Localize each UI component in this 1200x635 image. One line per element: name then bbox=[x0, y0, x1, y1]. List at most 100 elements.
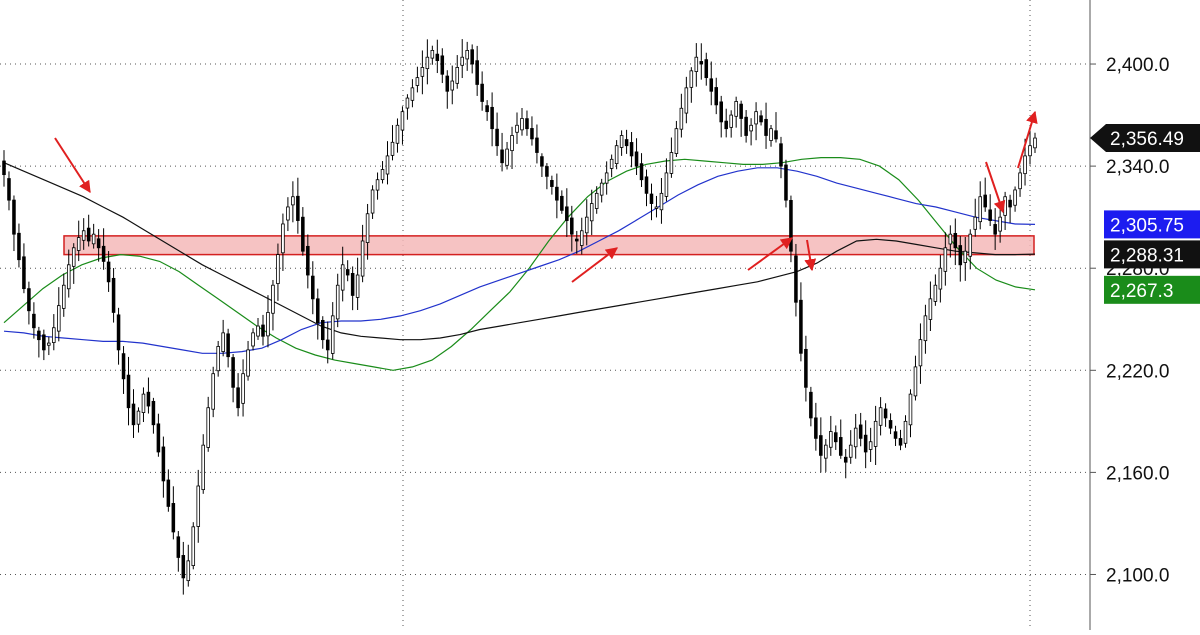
candle bbox=[883, 403, 888, 427]
candle bbox=[191, 522, 196, 570]
candle-body bbox=[639, 163, 644, 181]
candle-body bbox=[86, 227, 91, 242]
candle bbox=[918, 323, 923, 384]
candle bbox=[799, 282, 803, 362]
candle-body bbox=[948, 233, 953, 245]
candle-body bbox=[57, 305, 61, 332]
candle-body bbox=[355, 274, 360, 298]
candle bbox=[365, 203, 370, 260]
candle bbox=[261, 314, 265, 346]
candle-body bbox=[440, 55, 445, 75]
candle bbox=[156, 413, 161, 457]
candle-body bbox=[216, 346, 220, 372]
candle bbox=[639, 153, 644, 187]
candle-body bbox=[898, 438, 903, 446]
candle-body bbox=[470, 49, 474, 65]
candle bbox=[644, 169, 649, 207]
candle-body bbox=[81, 230, 86, 241]
candle-body bbox=[17, 232, 21, 261]
candle-body bbox=[978, 196, 982, 223]
candle-body bbox=[460, 56, 464, 66]
annotation-arrows bbox=[54, 110, 1038, 283]
candle bbox=[246, 340, 250, 381]
candle-body bbox=[918, 339, 923, 367]
annotation-arrow bbox=[747, 237, 793, 271]
candle-body bbox=[156, 423, 161, 453]
candle bbox=[545, 163, 549, 190]
candle bbox=[550, 175, 554, 195]
candle bbox=[794, 243, 798, 317]
candle bbox=[699, 43, 704, 80]
candle-body bbox=[624, 139, 629, 147]
candle bbox=[141, 387, 146, 423]
candle bbox=[943, 232, 948, 286]
candle bbox=[2, 150, 6, 187]
candle bbox=[32, 302, 36, 339]
candle-body bbox=[799, 299, 803, 354]
candle-body bbox=[724, 120, 728, 130]
candle bbox=[868, 427, 873, 462]
candle-body bbox=[141, 393, 146, 413]
candle-body bbox=[913, 366, 918, 397]
candle-body bbox=[430, 50, 435, 59]
moving-average-line bbox=[3, 162, 1036, 341]
candle bbox=[704, 52, 709, 86]
candle-body bbox=[126, 374, 131, 409]
candle bbox=[410, 79, 415, 108]
candle-body bbox=[769, 128, 773, 141]
candle bbox=[286, 197, 290, 232]
candle-body bbox=[505, 148, 509, 166]
candle bbox=[963, 236, 968, 281]
candle-body bbox=[520, 118, 524, 131]
candle-body bbox=[251, 332, 255, 347]
candle bbox=[759, 110, 763, 126]
candle bbox=[525, 110, 529, 136]
candle bbox=[470, 44, 474, 74]
candle-body bbox=[679, 107, 684, 130]
candle bbox=[1028, 130, 1032, 165]
candle bbox=[375, 172, 380, 200]
candle-body bbox=[584, 216, 589, 234]
candle bbox=[570, 205, 574, 252]
candle bbox=[231, 354, 235, 403]
candle bbox=[485, 100, 489, 121]
candle bbox=[993, 208, 997, 250]
candle-body bbox=[151, 400, 156, 426]
price-label-bg bbox=[1104, 240, 1200, 269]
candle bbox=[659, 177, 664, 224]
candle-body bbox=[32, 313, 36, 329]
candle bbox=[1018, 167, 1022, 197]
candle-body bbox=[908, 393, 913, 426]
candle-body bbox=[261, 324, 265, 337]
candle-body bbox=[375, 179, 380, 191]
candle bbox=[819, 417, 823, 473]
candle-body bbox=[106, 261, 111, 283]
candle-body bbox=[360, 240, 365, 277]
candle-body bbox=[171, 503, 176, 533]
candle bbox=[749, 118, 753, 146]
candle bbox=[824, 439, 828, 472]
candle-body bbox=[370, 189, 375, 214]
candle bbox=[380, 161, 385, 184]
candle bbox=[355, 257, 360, 310]
candle-body bbox=[694, 56, 699, 72]
y-tick-label: 2,400.0 bbox=[1106, 55, 1169, 76]
candle bbox=[779, 136, 783, 179]
candle bbox=[42, 329, 46, 361]
candle-body bbox=[589, 203, 594, 222]
candle-body bbox=[281, 223, 285, 254]
candle-body bbox=[291, 196, 295, 206]
annotation-arrow bbox=[571, 247, 618, 283]
candle-body bbox=[101, 245, 106, 262]
candle bbox=[66, 249, 71, 298]
candle-body bbox=[704, 59, 709, 79]
candle bbox=[555, 173, 559, 219]
candle-body bbox=[644, 176, 649, 194]
candle-body bbox=[410, 87, 415, 101]
candle bbox=[515, 112, 519, 144]
candle bbox=[739, 100, 743, 137]
candle-body bbox=[739, 103, 743, 119]
moving-average-line bbox=[3, 157, 1036, 371]
candle-body bbox=[570, 217, 574, 235]
candle-body bbox=[784, 164, 788, 201]
